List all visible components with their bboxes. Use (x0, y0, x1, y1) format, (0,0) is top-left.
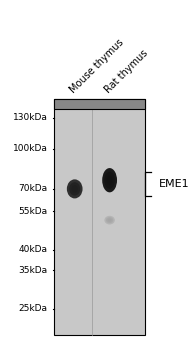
Text: EME1: EME1 (158, 179, 189, 189)
Ellipse shape (69, 182, 80, 196)
Text: 55kDa: 55kDa (19, 207, 48, 216)
Text: 70kDa: 70kDa (19, 184, 48, 194)
Text: 130kDa: 130kDa (13, 113, 48, 122)
Text: 40kDa: 40kDa (19, 245, 48, 254)
Ellipse shape (67, 179, 83, 198)
Text: 100kDa: 100kDa (13, 145, 48, 153)
Bar (54, 99, 145, 335)
Ellipse shape (107, 175, 113, 185)
Text: 35kDa: 35kDa (19, 266, 48, 275)
Ellipse shape (106, 217, 113, 223)
Bar (54, 99, 145, 109)
Ellipse shape (72, 185, 78, 193)
Ellipse shape (104, 172, 115, 189)
Ellipse shape (104, 216, 115, 224)
Text: 25kDa: 25kDa (19, 304, 48, 313)
Text: Mouse thymus: Mouse thymus (68, 37, 125, 95)
Text: Rat thymus: Rat thymus (102, 48, 149, 95)
Ellipse shape (102, 168, 117, 193)
Ellipse shape (108, 218, 112, 222)
